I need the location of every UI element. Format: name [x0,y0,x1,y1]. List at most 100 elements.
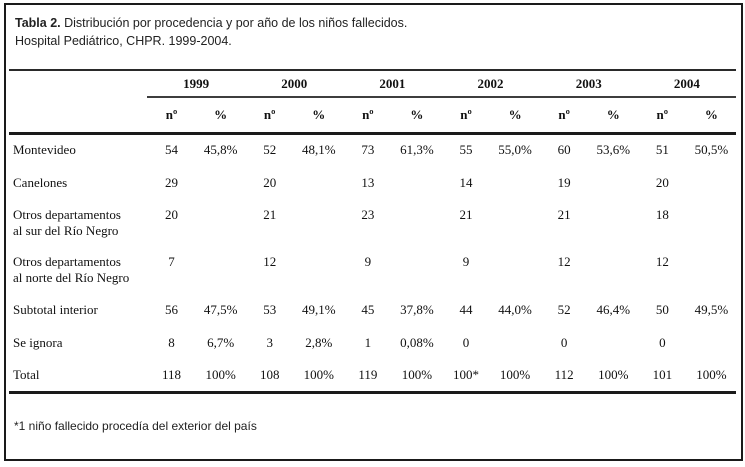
table-cell [687,199,736,246]
table-cell: 112 [539,359,589,394]
table-cell: 100* [441,359,491,394]
row-label: Se ignora [13,334,63,350]
table-cell: 73 [361,142,375,158]
table-cell: 0 [462,334,470,350]
table-cell: 13 [361,174,375,190]
row-label: Subtotal interior [13,301,98,317]
table-cell [589,246,638,293]
header-spacer [9,70,147,97]
table-cell: 20 [655,174,669,190]
table-cell [392,166,441,199]
table-cell: 100% [392,359,442,394]
data-table: 1999 2000 2001 2002 2003 2004 nº % nº % … [9,69,736,394]
table-cell: 44 [459,301,473,317]
table-cell: 20 [165,207,179,222]
table-cell [392,199,441,246]
table-cell [491,326,540,359]
table-cell [491,199,540,246]
table-cell: 45,8% [203,142,238,158]
table-cell: 12 [655,254,669,269]
table-cell: 100% [196,359,246,394]
table-cell: 12 [557,254,571,269]
table-cell: 49,5% [694,301,729,317]
table-cell: 101 [637,359,687,394]
table-cell [294,166,343,199]
table-cell [196,246,245,293]
table-cell: 6,7% [207,334,235,350]
year-header: 2003 [539,70,638,98]
table-cell: 3 [266,334,273,350]
table-row: Se ignora 8 6,7% 3 2,8% 1 0,08% 0 0 0 [9,326,736,359]
table-cell: 100% [588,359,638,394]
table-row: Total 118 100% 108 100% 119 100% 100* 10… [9,359,736,394]
table-cell: 0 [659,334,666,350]
n-column-header: nº [147,97,197,135]
table-cell: 53,6% [596,142,631,158]
table-cell [589,166,638,199]
table-cell: 12 [263,254,277,269]
header-spacer [9,97,147,135]
n-column-header: nº [539,97,589,135]
table-row: Subtotal interior 56 47,5% 53 49,1% 45 3… [9,293,736,326]
table-number: Tabla 2. [15,16,61,30]
table-row: Otros departamentos al norte del Río Negr… [9,246,736,293]
table-cell: 19 [557,174,571,190]
table-cell: 56 [165,301,179,317]
table-cell [294,246,343,293]
table-cell: 55,0% [498,142,532,158]
caption-line-2: Hospital Pediátrico, CHPR. 1999-2004. [15,34,232,48]
table-row: Otros departamentos al sur del Río Negro … [9,199,736,246]
table-cell: 0 [560,334,568,350]
table-cell: 9 [364,254,372,269]
year-header: 2001 [343,70,442,98]
table-cell: 21 [459,207,473,222]
table-cell: 0,08% [400,334,434,350]
table-caption: Tabla 2. Distribución por procedencia y … [6,5,741,50]
table-cell [294,199,343,246]
table-figure-frame: Tabla 2. Distribución por procedencia y … [4,3,743,461]
row-label: Total [9,359,147,394]
pct-column-header: % [686,97,736,135]
table-cell: 47,5% [203,301,238,317]
row-label: Montevideo [13,142,76,158]
table-cell [687,246,736,293]
table-cell: 9 [462,254,470,269]
year-header: 2002 [441,70,540,98]
table-cell: 55 [459,142,473,158]
table-cell: 61,3% [400,142,434,158]
table-cell: 50 [655,301,669,317]
table-cell: 100% [294,359,344,394]
year-header: 2004 [637,70,736,98]
table-cell: 50,5% [694,142,729,158]
table-cell: 21 [557,207,571,222]
table-cell: 118 [147,359,197,394]
table-cell: 20 [263,174,277,190]
table-cell: 119 [343,359,393,394]
table-cell: 37,8% [400,301,434,317]
pct-column-header: % [294,97,344,135]
table-row: Montevideo 54 45,8% 52 48,1% 73 61,3% 55… [9,133,736,166]
table-cell [196,166,245,199]
table-cell: 100% [490,359,540,394]
table-cell: 49,1% [301,301,336,317]
table-cell: 52 [557,301,571,317]
table-cell: 2,8% [305,334,333,350]
table-cell [589,326,638,359]
pct-column-header: % [490,97,540,135]
table-cell: 7 [168,254,175,269]
pct-column-header: % [196,97,246,135]
table-cell: 14 [459,174,473,190]
row-label: Otros departamentos al norte del Río Negr… [13,254,130,285]
table-cell: 100% [686,359,736,394]
table-cell: 108 [245,359,295,394]
table-cell: 52 [263,142,277,158]
table-cell: 46,4% [596,301,631,317]
n-column-header: nº [343,97,393,135]
n-column-header: nº [441,97,491,135]
table-cell: 45 [361,301,375,317]
table-cell: 21 [263,207,277,222]
table-cell: 23 [361,207,375,222]
table-cell [687,326,736,359]
table-cell: 18 [655,207,669,222]
year-header: 1999 [147,70,246,98]
